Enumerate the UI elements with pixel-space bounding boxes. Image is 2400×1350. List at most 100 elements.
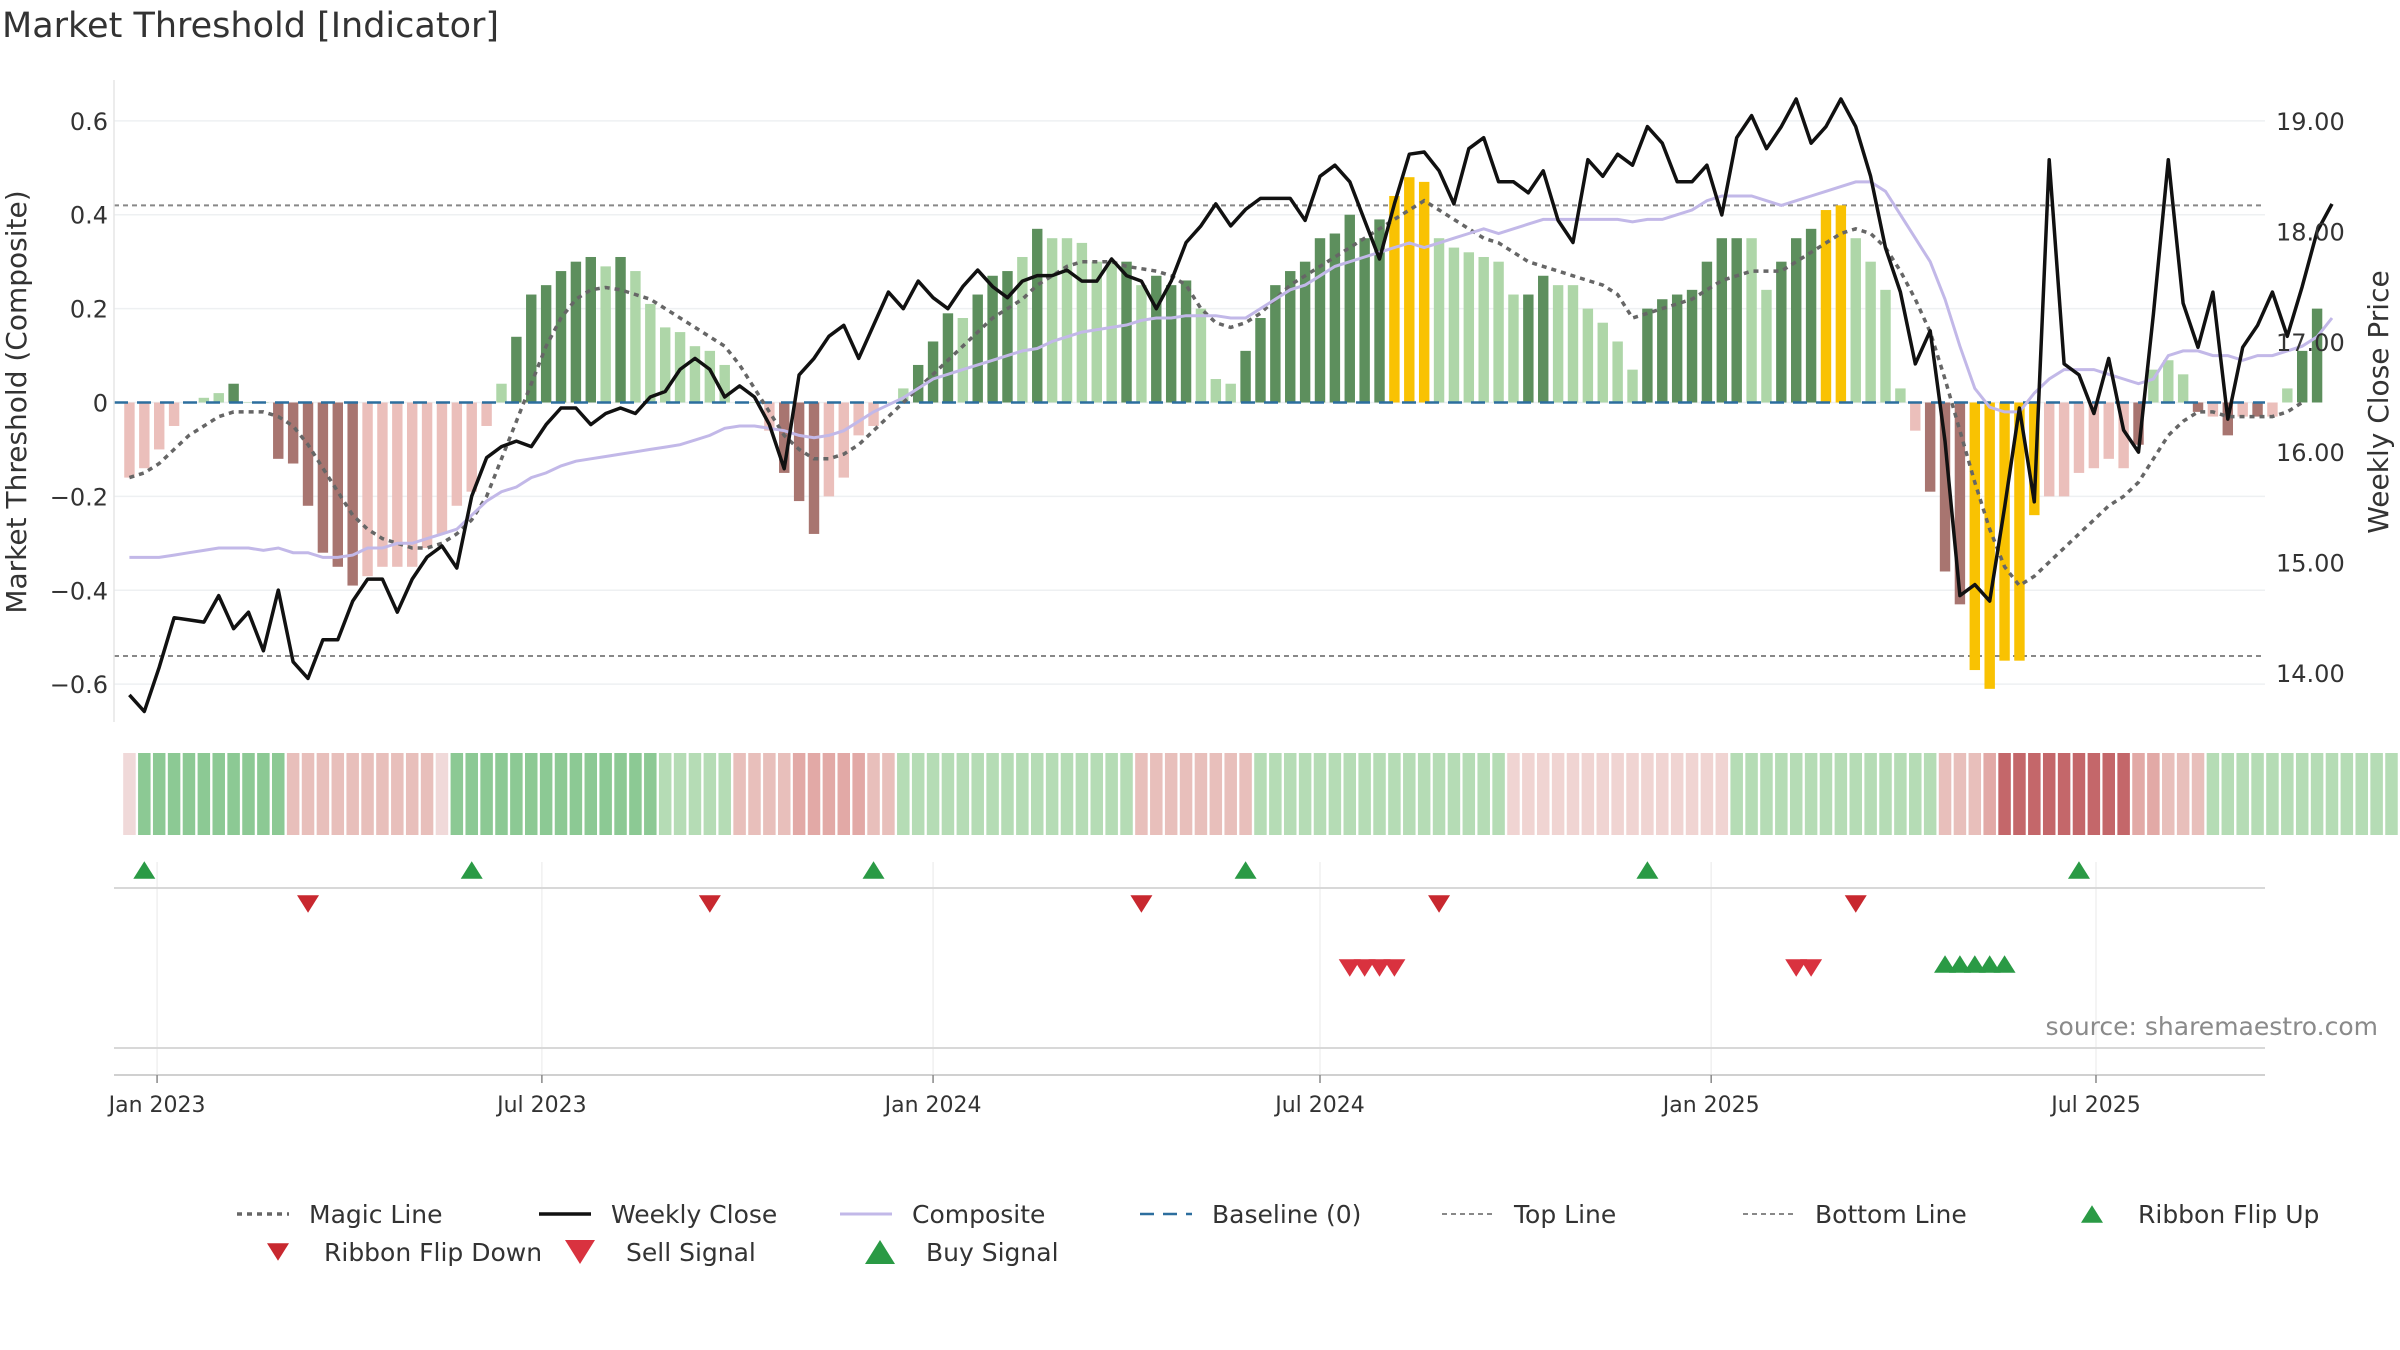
ribbon-cell: [1953, 753, 1967, 835]
ribbon-cell: [897, 753, 910, 835]
ribbon-cell: [2251, 753, 2264, 835]
buy-signal-marker: [1978, 955, 2001, 973]
sell-signal-marker: [1785, 959, 1808, 977]
ribbon-cell: [1566, 753, 1580, 835]
ribbon-cell: [1358, 753, 1371, 835]
ribbon-cell: [1834, 753, 1848, 835]
composite-bar: [1552, 285, 1564, 403]
sell-signal-marker: [1800, 959, 1823, 977]
ribbon-cell: [1626, 753, 1639, 835]
ribbon-cell: [1596, 753, 1610, 835]
buy-signal-marker: [1993, 955, 2016, 973]
legend-label: Sell Signal: [626, 1237, 756, 1267]
ribbon-cell: [510, 753, 523, 835]
sell-signal-marker: [1353, 959, 1376, 977]
composite-bar: [1671, 294, 1683, 403]
ribbon-cell: [1403, 753, 1416, 835]
ribbon-cell: [584, 753, 598, 835]
composite-bar: [1508, 294, 1519, 403]
ribbon-cell: [242, 753, 255, 835]
ribbon-cell: [941, 753, 955, 835]
y-tick-label: −0.6: [50, 671, 108, 699]
composite-bar: [2148, 369, 2159, 403]
ribbon-cell: [1417, 753, 1431, 835]
ribbon-cell: [554, 753, 568, 835]
legend-label: Top Line: [1514, 1199, 1617, 1229]
x-tick-label: Jan 2025: [1661, 1093, 1760, 1118]
composite-bar: [421, 402, 433, 549]
composite-bar: [689, 346, 701, 403]
composite-bar: [1761, 289, 1772, 403]
legend-item: Composite: [838, 1196, 1045, 1232]
ribbon-cell: [2221, 753, 2235, 835]
composite-bar: [645, 303, 656, 403]
composite-bar: [2058, 402, 2070, 497]
composite-bar: [1195, 308, 1207, 403]
source-note: source: sharemaestro.com: [2045, 1012, 2379, 1041]
composite-bar: [1924, 402, 1936, 492]
ribbon-cell: [1001, 753, 1014, 835]
ribbon-cell: [1819, 753, 1833, 835]
ribbon-flip-down-marker: [1130, 895, 1153, 913]
ribbon-cell: [1656, 753, 1669, 835]
legend-item: Buy Signal: [852, 1234, 1059, 1270]
ribbon-cell: [807, 753, 821, 835]
composite-bar: [2118, 402, 2129, 469]
ribbon-cell: [1432, 753, 1446, 835]
sell-signal-marker: [1383, 959, 1406, 977]
composite-bar: [1880, 289, 1891, 403]
y2-tick-label: 19.00: [2276, 108, 2345, 136]
ribbon-cell: [450, 753, 464, 835]
composite-bar: [2029, 402, 2040, 516]
ribbon-cell: [316, 753, 330, 835]
ribbon-cell: [1045, 753, 1059, 835]
ribbon-cell: [1611, 753, 1624, 835]
triangle-down-icon: [267, 1243, 289, 1261]
composite-bar: [1314, 238, 1326, 403]
composite-bar: [1835, 205, 1847, 403]
composite-bar: [2044, 402, 2055, 497]
y-axis-title: Market Threshold (Composite): [0, 190, 33, 613]
composite-bar: [1418, 181, 1430, 403]
composite-bar: [898, 388, 909, 403]
composite-bar: [1463, 252, 1475, 403]
ribbon-cell: [2206, 753, 2220, 835]
ribbon-cell: [212, 753, 225, 835]
ribbon-cell: [1209, 753, 1223, 835]
composite-bar: [615, 256, 626, 403]
composite-bar: [1954, 402, 1966, 605]
ribbon-cell: [2013, 753, 2026, 835]
ribbon-cell: [1135, 753, 1148, 835]
ribbon-cell: [644, 753, 657, 835]
composite-bar: [228, 383, 239, 403]
ribbon-cell: [123, 753, 136, 835]
composite-bar: [883, 402, 894, 403]
buy-signal-marker: [1948, 955, 1971, 973]
ribbon-cell: [2385, 753, 2398, 835]
ribbon-flip-up-marker: [1234, 861, 1257, 879]
dotted-line-icon: [237, 1212, 289, 1216]
ribbon-cell: [911, 753, 925, 835]
ribbon-cell: [1641, 753, 1654, 835]
composite-bar: [1776, 261, 1787, 403]
ribbon-cell: [1700, 753, 1714, 835]
composite-bar: [1657, 299, 1668, 403]
ribbon-cell: [956, 753, 970, 835]
ribbon-cell: [629, 753, 642, 835]
ribbon-cell: [197, 753, 211, 835]
composite-bar: [1225, 383, 1236, 403]
legend-item: Weekly Close: [537, 1196, 777, 1232]
triangle-up-icon: [2081, 1205, 2103, 1223]
ribbon-flip-down-marker: [698, 895, 721, 913]
ribbon-cell: [1670, 753, 1684, 835]
ribbon-cell: [703, 753, 717, 835]
ribbon-cell: [435, 753, 449, 835]
ribbon-cell: [1938, 753, 1952, 835]
ribbon-flip-down-marker: [297, 895, 320, 913]
ribbon-cell: [1016, 753, 1029, 835]
x-tick-label: Jul 2024: [1273, 1093, 1365, 1118]
buy-signal-marker: [1934, 955, 1957, 973]
y2-axis-title: Weekly Close Price: [2362, 270, 2395, 533]
ribbon-cell: [2310, 753, 2324, 835]
y-tick-label: 0.6: [70, 108, 108, 136]
